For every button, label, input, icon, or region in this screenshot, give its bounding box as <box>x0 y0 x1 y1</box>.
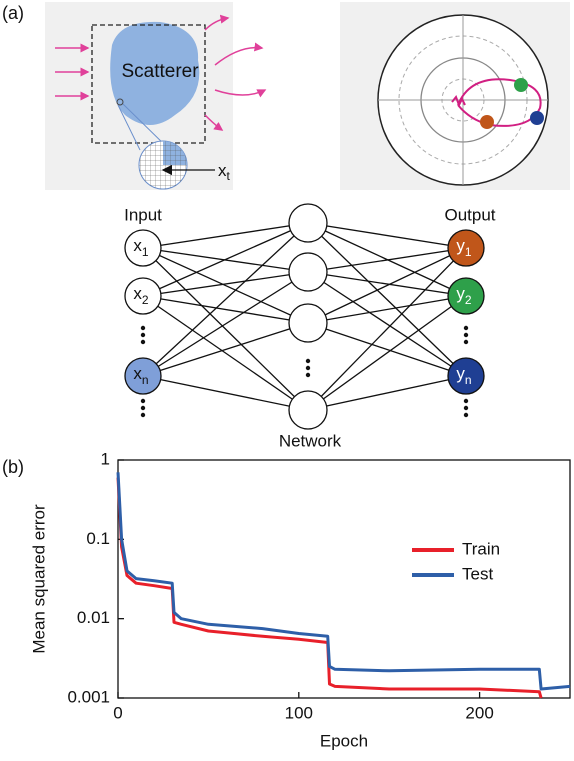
chart: 0.001 0.01 0.1 1 0 100 200 Epoch Mean squared er… <box>29 449 570 750</box>
ellipsis-dot <box>141 333 145 337</box>
edge <box>308 223 466 248</box>
legend-label: Test <box>462 564 493 583</box>
edge <box>143 272 308 376</box>
x-tick-label: 100 <box>285 703 313 722</box>
edge <box>308 323 466 376</box>
edge <box>143 248 308 410</box>
y-tick-label: 0.001 <box>67 687 110 706</box>
label-sub: 2 <box>142 293 149 307</box>
edge <box>143 223 308 248</box>
x-axis-label: Epoch <box>320 731 368 750</box>
edge <box>308 248 466 410</box>
ellipsis-dot <box>464 399 468 403</box>
label-sub: 1 <box>142 245 149 259</box>
ellipsis-dot <box>464 406 468 410</box>
y-tick-label: 0.01 <box>77 608 110 627</box>
ellipsis-dot <box>141 406 145 410</box>
ellipsis-dot <box>464 340 468 344</box>
ellipsis-dot <box>306 359 310 363</box>
hidden-node <box>289 304 327 342</box>
ellipsis-dot <box>464 333 468 337</box>
ellipsis-dot <box>141 413 145 417</box>
edge <box>143 323 308 376</box>
series-line <box>118 472 570 689</box>
edge <box>308 272 466 296</box>
edge <box>143 272 308 296</box>
edge <box>308 272 466 376</box>
label-sub: n <box>465 373 472 387</box>
ellipsis-dot <box>306 366 310 370</box>
x-tick-label: 200 <box>465 703 493 722</box>
output-title: Output <box>444 205 495 224</box>
panel-label: (a) <box>2 3 24 23</box>
ellipsis-dot <box>141 340 145 344</box>
plot-frame <box>118 460 570 698</box>
figure: (a) (b) xt Scatterer x1x2xn <box>0 0 574 761</box>
ellipsis-dot <box>464 413 468 417</box>
ellipsis-dot <box>141 326 145 330</box>
y-tick-label: 0.1 <box>86 529 110 548</box>
page: {"panel_labels": ["(a)", "(b)"], "diagra… <box>0 0 574 761</box>
panel-label: (b) <box>2 457 24 477</box>
hidden-node <box>289 391 327 429</box>
scatterer-label: Scatterer <box>121 61 199 82</box>
ellipsis-dot <box>306 373 310 377</box>
legend-label: Train <box>462 539 500 558</box>
hidden-node <box>289 204 327 242</box>
label-sub: 1 <box>465 245 472 259</box>
polar-illustration <box>340 2 570 190</box>
ellipsis-dot <box>141 399 145 403</box>
x-tick-label: 0 <box>113 703 122 722</box>
y-tick-label: 1 <box>101 449 110 468</box>
edge <box>308 248 466 272</box>
label-sub: n <box>142 373 149 387</box>
ellipsis-dot <box>464 326 468 330</box>
label-sub: 2 <box>465 293 472 307</box>
network-title: Network <box>279 431 342 450</box>
hidden-node <box>289 253 327 291</box>
input-title: Input <box>124 205 162 224</box>
scatter-illustration: xt Scatterer <box>45 2 265 190</box>
y-axis-label: Mean squared error <box>29 504 48 654</box>
